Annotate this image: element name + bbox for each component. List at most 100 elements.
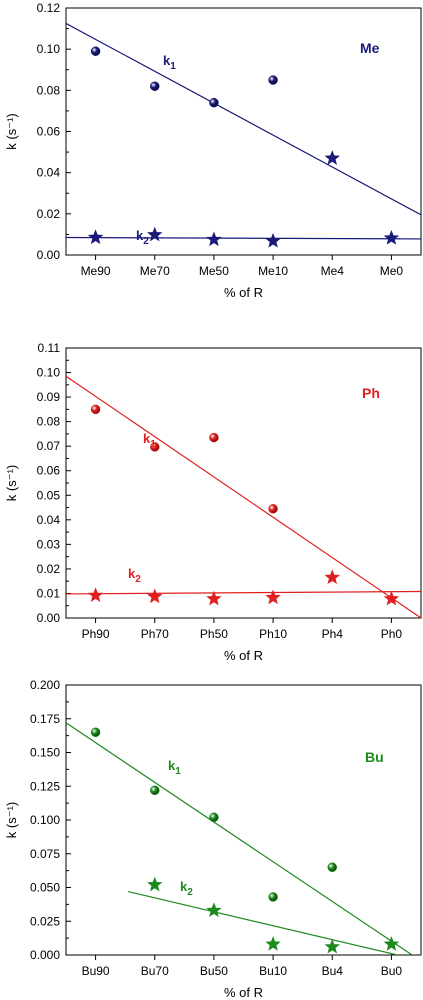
fit-line-k1 bbox=[66, 375, 421, 618]
data-point-k1 bbox=[150, 81, 160, 91]
y-tick-label: 0.11 bbox=[38, 341, 61, 355]
panel-label: Me bbox=[360, 40, 380, 56]
data-point-k2 bbox=[265, 936, 281, 951]
x-tick-label: Me90 bbox=[81, 264, 111, 278]
x-tick-label: Me0 bbox=[380, 264, 404, 278]
plot-frame bbox=[65, 684, 422, 956]
chart-ph: 0.00 0.01 0.02 0.03 0.04 0.05 0.06 0.07 0.08 0.09… bbox=[4, 341, 422, 663]
y-axis-title: k (s⁻¹) bbox=[4, 465, 19, 501]
y-tick-label: 0.06 bbox=[37, 125, 61, 139]
y-tick-label: 0.05 bbox=[37, 488, 61, 502]
data-point-k2 bbox=[265, 589, 281, 605]
x-tick-label: Ph10 bbox=[259, 627, 287, 641]
data-point-k2 bbox=[206, 590, 222, 606]
data-point-k2 bbox=[265, 232, 281, 248]
data-point-k1 bbox=[268, 75, 278, 85]
y-tick-label: 0.00 bbox=[37, 248, 61, 262]
data-point-k2 bbox=[206, 231, 222, 247]
y-tick-label: 0.175 bbox=[30, 712, 60, 726]
data-point-k1 bbox=[327, 862, 337, 872]
y-tick-label: 0.10 bbox=[37, 366, 61, 380]
x-tick-label: Bu0 bbox=[381, 964, 403, 978]
y-tick-label: 0.000 bbox=[30, 948, 60, 962]
y-tick-label: 0.08 bbox=[37, 83, 61, 97]
y-tick-label: 0.06 bbox=[37, 464, 61, 478]
y-axis-title: k (s⁻¹) bbox=[4, 113, 19, 149]
data-point-k1 bbox=[209, 97, 219, 108]
x-tick-label: Ph50 bbox=[200, 627, 228, 641]
y-tick-label: 0.075 bbox=[30, 847, 60, 861]
data-point-k2 bbox=[147, 876, 163, 892]
y-tick-label: 0.03 bbox=[37, 537, 61, 551]
panel-label: Bu bbox=[365, 749, 384, 765]
series-label-k2: k2 bbox=[136, 228, 149, 247]
y-tick-label: 0.02 bbox=[37, 562, 61, 576]
y-tick-label: 0.00 bbox=[37, 611, 61, 625]
x-tick-label: Ph90 bbox=[82, 627, 110, 641]
y-tick-label: 0.125 bbox=[30, 779, 60, 793]
fit-line-k1 bbox=[66, 22, 421, 216]
data-point-k1 bbox=[150, 442, 160, 452]
data-point-k2 bbox=[324, 938, 340, 954]
data-point-k1 bbox=[268, 892, 278, 902]
x-tick-label: Ph0 bbox=[381, 627, 403, 641]
data-point-k1 bbox=[268, 504, 278, 514]
y-tick-label: 0.050 bbox=[30, 881, 60, 895]
data-point-k2 bbox=[383, 230, 400, 245]
y-tick-label: 0.150 bbox=[30, 746, 60, 760]
data-point-k2 bbox=[324, 569, 340, 585]
data-point-k2 bbox=[383, 590, 400, 606]
y-tick-label: 0.09 bbox=[37, 390, 61, 404]
data-point-k1 bbox=[150, 785, 160, 796]
y-tick-label: 0.025 bbox=[30, 914, 60, 928]
x-tick-label: Me10 bbox=[258, 264, 288, 278]
chart-me: 0.00 0.02 0.04 0.06 0.08 0.10 0.12 Me90 Me70 Me50… bbox=[4, 1, 422, 300]
data-point-k1 bbox=[90, 46, 101, 56]
x-tick-label: Bu4 bbox=[322, 964, 344, 978]
y-tick-label: 0.10 bbox=[37, 42, 61, 56]
series-label-k1: k1 bbox=[168, 758, 181, 777]
x-tick-label: Bu70 bbox=[141, 964, 169, 978]
panel-label: Ph bbox=[362, 385, 380, 401]
data-point-k2 bbox=[87, 587, 104, 602]
y-axis-title: k (s⁻¹) bbox=[4, 802, 19, 838]
data-point-k2 bbox=[147, 226, 163, 242]
series-label-k2: k2 bbox=[180, 879, 193, 898]
data-point-k2 bbox=[206, 902, 222, 918]
series-label-k2: k2 bbox=[128, 566, 141, 585]
y-tick-label: 0.200 bbox=[30, 678, 60, 692]
data-point-k1 bbox=[209, 812, 219, 823]
fit-line-k2 bbox=[127, 890, 398, 955]
x-tick-label: Me70 bbox=[140, 264, 170, 278]
data-point-k2 bbox=[383, 936, 400, 951]
series-label-k1: k1 bbox=[163, 53, 176, 72]
y-tick-label: 0.01 bbox=[37, 586, 61, 600]
fit-line-k2 bbox=[66, 236, 421, 240]
x-tick-label: Me4 bbox=[321, 264, 345, 278]
y-tick-label: 0.07 bbox=[37, 439, 61, 453]
y-tick-label: 0.100 bbox=[30, 813, 60, 827]
x-tick-label: Ph4 bbox=[322, 627, 344, 641]
x-tick-label: Ph70 bbox=[141, 627, 169, 641]
y-tick-label: 0.08 bbox=[37, 415, 61, 429]
x-tick-label: Bu50 bbox=[200, 964, 228, 978]
x-axis-title: % of R bbox=[224, 985, 263, 1000]
data-point-k2 bbox=[87, 229, 104, 245]
data-point-k1 bbox=[90, 404, 101, 415]
y-tick-label: 0.04 bbox=[37, 513, 61, 527]
data-point-k1 bbox=[209, 432, 219, 443]
data-point-k1 bbox=[90, 727, 101, 737]
x-axis-title: % of R bbox=[224, 285, 263, 300]
y-tick-label: 0.04 bbox=[37, 166, 61, 180]
data-point-k1 bbox=[324, 150, 340, 165]
chart-bu: 0.000 0.025 0.050 0.075 0.100 0.125 0.150 0.175… bbox=[4, 678, 422, 1000]
data-point-k2 bbox=[147, 588, 163, 604]
series-label-k1: k1 bbox=[143, 431, 156, 450]
fit-line-k1 bbox=[66, 722, 413, 955]
y-tick-label: 0.12 bbox=[37, 1, 61, 15]
x-tick-label: Bu10 bbox=[259, 964, 287, 978]
y-tick-label: 0.02 bbox=[37, 207, 61, 221]
fit-line-k2 bbox=[66, 590, 421, 595]
x-tick-label: Bu90 bbox=[82, 964, 110, 978]
